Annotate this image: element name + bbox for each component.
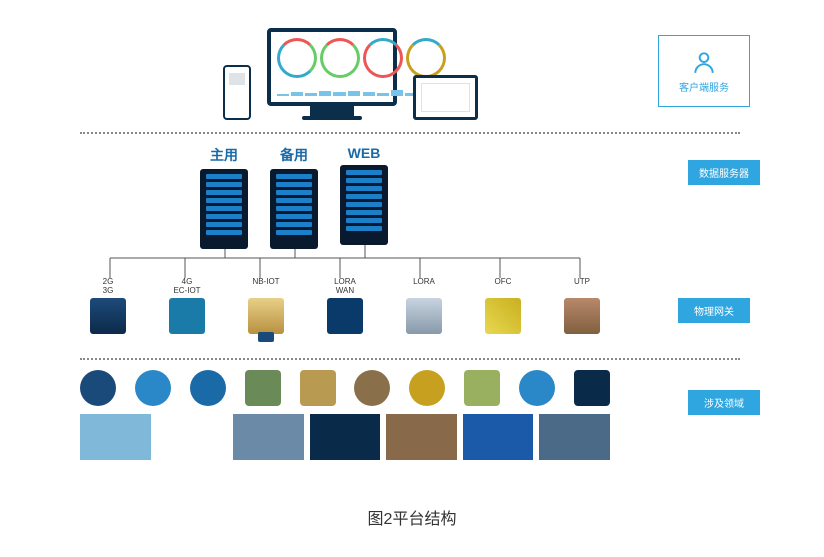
gateway-lora: LORA (396, 277, 452, 334)
gateway-icon (406, 298, 442, 334)
field-tile (80, 414, 151, 460)
gateway-icon (564, 298, 600, 334)
sensor-icon (519, 370, 555, 406)
sensor-icon (190, 370, 226, 406)
client-service-label: 客户端服务 (679, 79, 729, 94)
server-label: WEB (348, 145, 381, 161)
field-tile (386, 414, 457, 460)
field-tile (463, 414, 534, 460)
server-backup: 备用 (270, 145, 318, 249)
server-primary: 主用 (200, 145, 248, 249)
server-icon (340, 165, 388, 245)
server-web: WEB (340, 145, 388, 249)
sensor-icon (80, 370, 116, 406)
divider-1 (80, 132, 740, 134)
gateway-nbiot: NB-IOT (238, 277, 294, 334)
field-tile (310, 414, 381, 460)
gateways-row: 2G 3G 4G EC-IOT NB-IOT LORA WAN LORA OFC… (80, 277, 610, 334)
gateway-icon (327, 298, 363, 334)
server-icon (270, 169, 318, 249)
gateway-utp: UTP (554, 277, 610, 334)
gateway-icon (169, 298, 205, 334)
tablet-icon (413, 75, 478, 120)
bottom-grid (80, 370, 610, 460)
sensor-icon (135, 370, 171, 406)
sensor-icon (300, 370, 336, 406)
label-fields: 涉及领域 (688, 390, 760, 415)
phone-icon (223, 65, 251, 120)
gateway-4g: 4G EC-IOT (159, 277, 215, 334)
gateway-ofc: OFC (475, 277, 531, 334)
field-tile (157, 414, 228, 460)
server-label: 备用 (280, 145, 308, 165)
gateway-icon (485, 298, 521, 334)
sensor-icon (574, 370, 610, 406)
person-icon (691, 49, 717, 75)
sensor-icon (464, 370, 500, 406)
sensors-row (80, 370, 610, 406)
diagram-canvas: 客户端服务 主用 备用 WEB 应用服务器 web服务器 数据服务器 2G 3G… (80, 10, 740, 510)
sensor-icon (245, 370, 281, 406)
label-gateway: 物理网关 (678, 298, 750, 323)
gateway-lorawan: LORA WAN (317, 277, 373, 334)
client-devices-row (180, 10, 520, 120)
figure-caption: 图2平台结构 (0, 505, 824, 529)
servers-row: 主用 备用 WEB (200, 145, 388, 249)
gateway-icon (248, 298, 284, 334)
gateway-2g3g: 2G 3G (80, 277, 136, 334)
field-tile (233, 414, 304, 460)
sensor-icon (354, 370, 390, 406)
divider-2 (80, 358, 740, 360)
gateway-icon (90, 298, 126, 334)
client-service-box: 客户端服务 (658, 35, 750, 107)
sensor-icon (409, 370, 445, 406)
field-tile (539, 414, 610, 460)
label-db-server: 数据服务器 (688, 160, 760, 185)
monitor-icon (267, 28, 397, 120)
fields-row (80, 414, 610, 460)
server-label: 主用 (210, 145, 238, 165)
server-icon (200, 169, 248, 249)
